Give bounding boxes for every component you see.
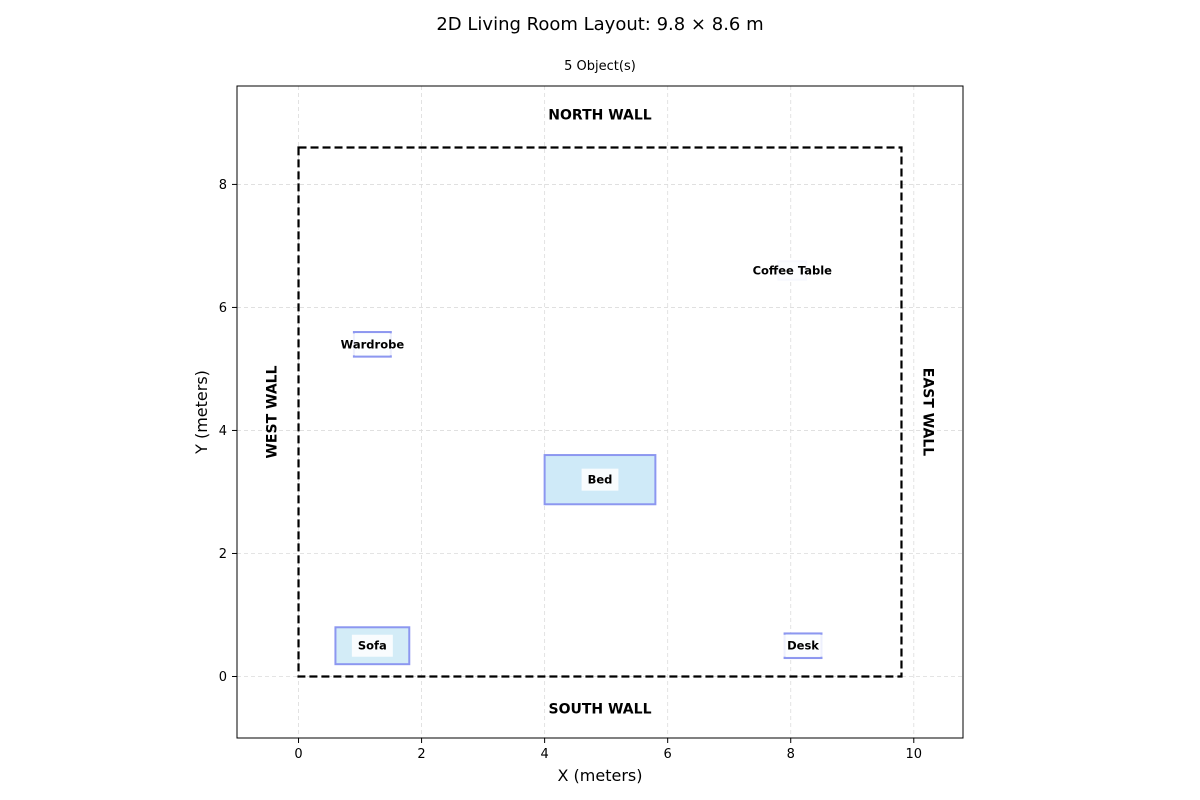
y-axis-ticks: 0 2 4 6 8 (219, 178, 237, 685)
y-tick-label: 8 (219, 178, 227, 193)
x-tick-label: 2 (417, 747, 425, 762)
plot-frame (236, 85, 964, 739)
furniture-label-box (334, 333, 411, 356)
x-axis-label: X (meters) (558, 766, 643, 785)
furniture-item: Bed (543, 454, 657, 506)
y-tick-label: 2 (219, 547, 227, 562)
y-axis-label: Y (meters) (192, 370, 211, 455)
room-boundary (297, 146, 903, 678)
furniture-objects: Sofa Desk Bed Wardrobe Coffee Table (334, 259, 839, 666)
east-wall-label: EAST WALL (919, 368, 935, 456)
x-tick-label: 10 (906, 747, 923, 762)
west-wall-label: WEST WALL (265, 365, 281, 458)
furniture-label: Bed (588, 473, 613, 487)
furniture-label-box (746, 259, 839, 282)
furniture-label: Sofa (358, 639, 387, 653)
furniture-item: Sofa (334, 626, 411, 666)
x-tick-label: 4 (540, 747, 548, 762)
furniture-label-box (781, 634, 826, 657)
furniture-label-box (581, 468, 619, 491)
north-wall-label: NORTH WALL (548, 108, 651, 124)
furniture-label: Wardrobe (341, 337, 405, 351)
y-tick-label: 6 (219, 301, 227, 316)
furniture-item: Desk (781, 632, 826, 660)
furniture-label: Coffee Table (753, 264, 833, 278)
furniture-label: Desk (787, 639, 819, 653)
y-tick-label: 0 (219, 670, 227, 685)
furniture-item: Coffee Table (746, 259, 839, 282)
y-tick-label: 4 (219, 424, 227, 439)
x-axis-ticks: 0 2 4 6 8 10 (294, 738, 922, 762)
south-wall-label: SOUTH WALL (549, 701, 652, 717)
furniture-label-box (351, 634, 393, 657)
x-tick-label: 8 (787, 747, 795, 762)
furniture-item: Wardrobe (334, 331, 411, 358)
x-tick-label: 6 (664, 747, 672, 762)
chart-title: 2D Living Room Layout: 9.8 × 8.6 m (436, 14, 763, 35)
x-tick-label: 0 (294, 747, 302, 762)
chart-subtitle: 5 Object(s) (564, 59, 636, 74)
